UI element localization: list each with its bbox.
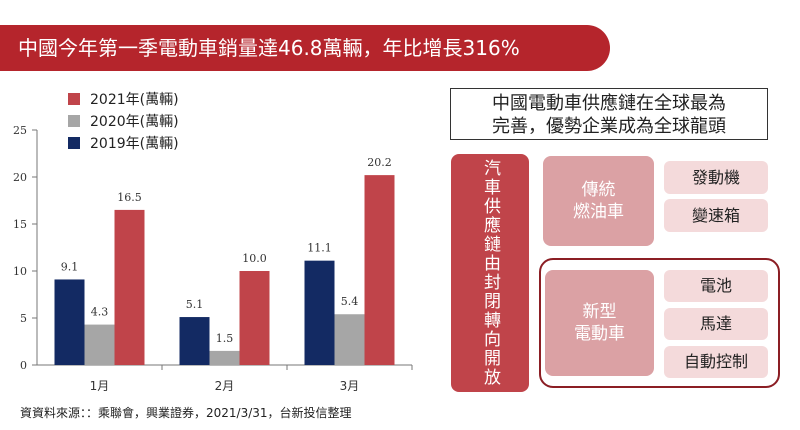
engine-item: 發動機 [664, 161, 768, 194]
data-label: 5.1 [186, 298, 204, 311]
data-label: 9.1 [61, 260, 79, 273]
supply-chain-open-block: 汽車供應鏈由封閉轉向開放 [451, 154, 529, 392]
motor-item: 馬達 [664, 308, 768, 340]
headline-line-1: 中國電動車供應鏈在全球最為 [492, 93, 726, 114]
data-label: 4.3 [91, 306, 109, 319]
traditional-car-line-1: 傳統 [581, 180, 616, 200]
data-label: 5.4 [341, 295, 359, 308]
legend-label: 2021年(萬輛) [90, 92, 179, 108]
bar [114, 209, 145, 365]
y-tick-label: 25 [13, 124, 27, 137]
headline-line-2: 完善，優勢企業成為全球龍頭 [492, 116, 726, 137]
transmission-item: 變速箱 [664, 199, 768, 232]
bar [179, 317, 210, 365]
data-label: 20.2 [367, 156, 392, 169]
x-tick-label: 1月 [90, 379, 110, 393]
x-tick-label: 2月 [215, 379, 235, 393]
bar [334, 314, 365, 365]
new-ev-line-2: 電動車 [574, 324, 625, 344]
bar [364, 175, 395, 365]
legend-label: 2020年(萬輛) [90, 114, 179, 130]
sales-bar-chart: 0 5 10 15 20 25 1月 2月 3月 9.1 4.3 16.5 5.1 1.5 10.0 11.1… [13, 92, 413, 393]
data-label: 1.5 [216, 332, 234, 345]
bar [304, 260, 335, 365]
bar [209, 350, 240, 365]
traditional-car-block: 傳統 燃油車 [543, 156, 654, 246]
battery-item: 電池 [664, 270, 768, 302]
new-ev-frame [539, 258, 780, 388]
data-label: 10.0 [242, 252, 267, 265]
legend-swatch [68, 115, 80, 127]
legend-label: 2019年(萬輛) [90, 136, 179, 152]
source-note: 資資料來源：：乘聯會，興業證券，2021/3/31，台新投信整理 [20, 406, 352, 420]
legend-swatch [68, 137, 80, 149]
supply-chain-open-label: 汽車供應鏈由封閉轉向開放 [480, 159, 500, 387]
legend-swatch [68, 93, 80, 105]
y-tick-label: 20 [13, 171, 27, 184]
title-banner: 中國今年第一季電動車銷量達46.8萬輛，年比增長316% [0, 25, 610, 71]
data-label: 11.1 [307, 242, 332, 255]
y-tick-label: 0 [20, 359, 27, 372]
y-tick-label: 15 [13, 218, 27, 231]
y-tick-label: 10 [13, 265, 27, 278]
new-ev-block: 新型 電動車 [545, 270, 654, 376]
bar [239, 271, 270, 365]
bar [54, 279, 85, 365]
autonomous-control-item: 自動控制 [664, 346, 768, 378]
x-tick-label: 3月 [340, 379, 360, 393]
supply-chain-headline: 中國電動車供應鏈在全球最為 完善，優勢企業成為全球龍頭 [450, 88, 768, 140]
traditional-car-line-2: 燃油車 [573, 202, 624, 222]
page-title: 中國今年第一季電動車銷量達46.8萬輛，年比增長316% [18, 36, 520, 60]
data-label: 16.5 [117, 191, 142, 204]
y-tick-label: 5 [20, 312, 27, 325]
bar [84, 324, 115, 365]
new-ev-line-1: 新型 [582, 302, 617, 322]
